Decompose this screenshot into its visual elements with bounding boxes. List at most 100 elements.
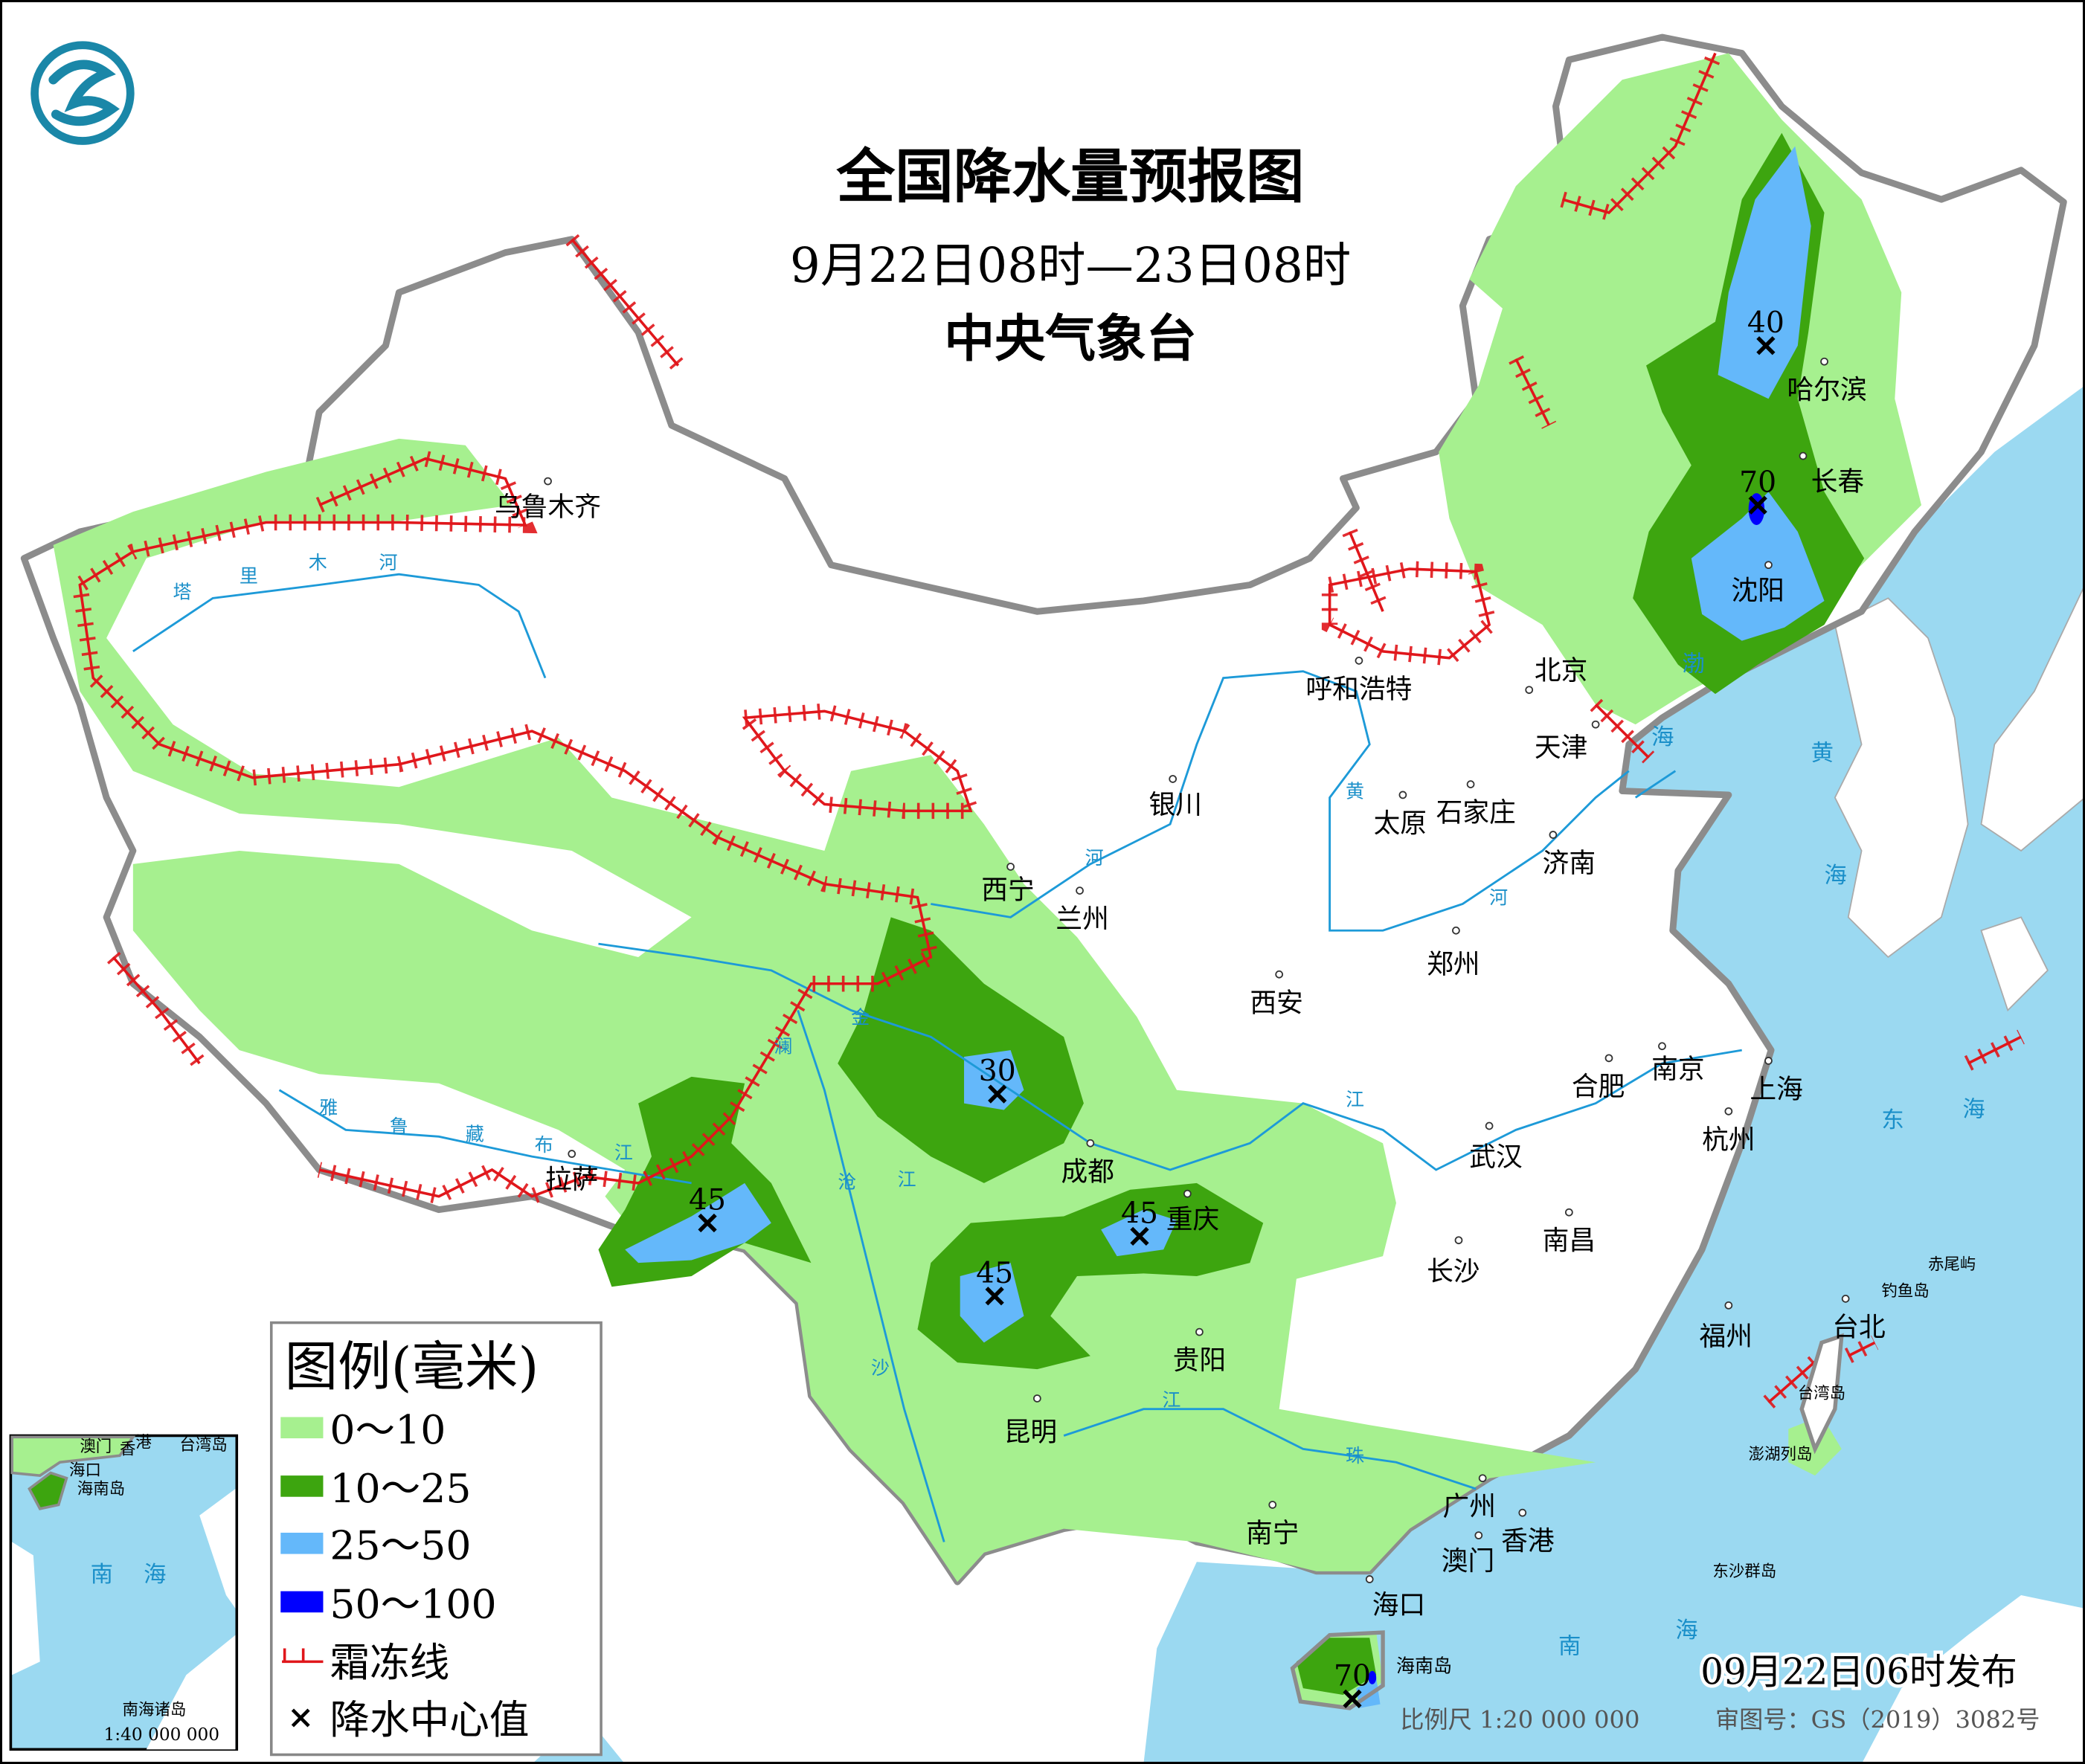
precip-center-icon: × [287,1699,314,1736]
precip-center-value: 45 [689,1184,726,1217]
city-label: 北京 [1535,655,1587,686]
city-label: 长沙 [1427,1256,1480,1287]
river-label: 河 [379,552,398,573]
city-label: 拉萨 [545,1165,598,1195]
city-label: 香港 [1501,1526,1555,1557]
city-marker [1564,1208,1573,1217]
city-marker [1820,357,1828,366]
inset-label-macau: 澳门 [80,1438,112,1456]
sea-donghai-2: 海 [1962,1096,1985,1122]
legend-swatch-10-25 [280,1475,324,1497]
precip-center-mark [985,1287,1004,1306]
forecast-period: 9月22日08时—23日08时 [790,238,1351,294]
legend-label-0-10: 0～10 [330,1406,446,1453]
city-marker [1086,1139,1095,1147]
river-label: 沧 [838,1171,856,1193]
city-marker [1275,970,1284,979]
river-label: 鲁 [390,1116,408,1137]
sea-nanhai-1: 南 [1558,1634,1581,1660]
city-marker [1006,863,1015,871]
label-diaoyu-island: 钓鱼岛 [1881,1282,1929,1301]
city-label: 哈尔滨 [1787,375,1866,405]
city-label: 广州 [1443,1492,1496,1522]
city-label: 南宁 [1246,1518,1299,1548]
inset-label-taiwan: 台湾岛 [179,1436,227,1455]
city-label: 石家庄 [1436,798,1516,828]
city-marker [1398,791,1407,799]
city-label: 乌鲁木齐 [495,492,601,523]
city-marker [1454,1236,1463,1245]
river-label: 江 [614,1142,633,1164]
sea-nanhai-2: 海 [1675,1617,1697,1644]
city-marker [1032,1394,1041,1403]
river-label: 藏 [466,1124,484,1145]
inset-sea-1: 南 [91,1562,113,1588]
sea-bohai-1: 渤 [1682,651,1704,677]
city-marker [1724,1107,1733,1116]
city-marker [1474,1531,1483,1539]
inset-label-haikou: 海口 [69,1461,101,1480]
city-marker [1355,657,1363,665]
legend-label-25-50: 25～50 [330,1522,471,1569]
map-title: 全国降水量预报图 [836,142,1305,211]
legend-label-10-25: 10～25 [330,1465,471,1512]
city-marker [1365,1575,1374,1583]
city-marker [1591,720,1600,729]
river-labels: 塔里木 河雅鲁藏布江黄河河江澜沧 江金沙江珠 [173,552,1508,1467]
river-label: 木 [309,552,327,573]
river-label: 河 [1085,847,1104,869]
river-label: 塔 [173,581,191,602]
city-marker [1549,831,1558,839]
city-label: 成都 [1061,1156,1114,1187]
label-dongsha-islands: 东沙群岛 [1712,1562,1776,1581]
city-label: 呼和浩特 [1305,674,1412,704]
city-label: 太原 [1374,808,1427,839]
inset-label-hk-2: 港 [135,1434,151,1452]
city-label: 西安 [1250,988,1302,1018]
precip-center-value: 70 [1739,466,1776,499]
cma-logo [30,41,135,145]
issuer: 中央气象台 [944,309,1197,369]
precip-center-value: 45 [1121,1197,1158,1230]
precip-25-50-areas [625,146,1825,1708]
precip-center-value: 40 [1747,306,1784,340]
city-label: 济南 [1543,849,1596,879]
precip-center-mark [988,1084,1007,1104]
city-marker [1183,1189,1192,1198]
label-taiwan-island: 台湾岛 [1798,1384,1845,1403]
korean-peninsula [1834,597,1969,959]
city-marker [1604,1054,1613,1063]
city-marker [1658,1042,1666,1051]
precip-center-mark [1130,1226,1149,1246]
sea-labels: 渤 海 黄 海 东 海 南 海 [1558,651,1985,1660]
city-label: 海口 [1372,1590,1425,1620]
city-label: 贵阳 [1173,1345,1226,1376]
city-marker [1724,1301,1733,1310]
city-label: 天津 [1535,733,1587,763]
legend-swatch-50-100 [280,1591,324,1613]
sea-huanghai-1: 黄 [1811,740,1834,766]
city-label: 长春 [1811,467,1864,498]
city-label: 西宁 [981,875,1034,905]
inset-label-hk-1: 香 [120,1441,135,1459]
legend-label-50-100: 50～100 [330,1580,496,1627]
river-label: 珠 [1346,1445,1364,1467]
precip-center-mark [698,1213,717,1233]
city-label: 台北 [1832,1312,1885,1342]
city-marker [568,1150,576,1158]
city-marker [1076,886,1084,895]
legend: 图例(毫米) 0～10 10～25 25～50 50～100 霜冻线 × 降水中… [269,1321,603,1757]
legend-title: 图例(毫米) [285,1336,539,1398]
city-label: 银川 [1148,790,1201,820]
river-label: 金 [851,1006,870,1028]
inset-label-hainan: 海南岛 [77,1480,125,1499]
frost-lines [80,53,2021,1402]
city-marker [1841,1295,1850,1303]
city-marker [1452,926,1460,935]
river-label: 黄 [1346,780,1364,802]
river-label: 河 [1489,886,1508,908]
river-label: 江 [898,1168,916,1190]
city-label: 郑州 [1427,949,1480,979]
